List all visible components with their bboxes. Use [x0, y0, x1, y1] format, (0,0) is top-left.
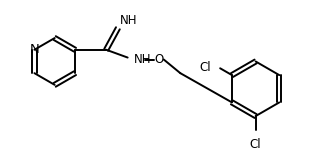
Text: Cl: Cl [200, 61, 211, 74]
Text: NH: NH [133, 53, 151, 66]
Text: NH: NH [120, 14, 137, 27]
Text: Cl: Cl [250, 138, 261, 151]
Text: N: N [29, 43, 39, 56]
Text: O: O [154, 53, 163, 66]
